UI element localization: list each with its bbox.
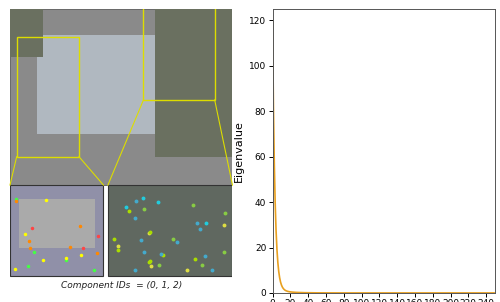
FancyBboxPatch shape [36, 35, 159, 134]
FancyBboxPatch shape [10, 9, 232, 185]
FancyBboxPatch shape [10, 0, 43, 57]
Y-axis label: Eigenvalue: Eigenvalue [234, 120, 243, 182]
Text: Component IDs  = (0, 1, 2): Component IDs = (0, 1, 2) [60, 281, 182, 290]
Bar [19, 199, 94, 225]
Bar [19, 222, 94, 248]
Bar [144, 0, 214, 100]
FancyBboxPatch shape [154, 0, 232, 157]
Bar [10, 185, 104, 276]
Bar [108, 185, 232, 276]
Bar [16, 37, 79, 157]
